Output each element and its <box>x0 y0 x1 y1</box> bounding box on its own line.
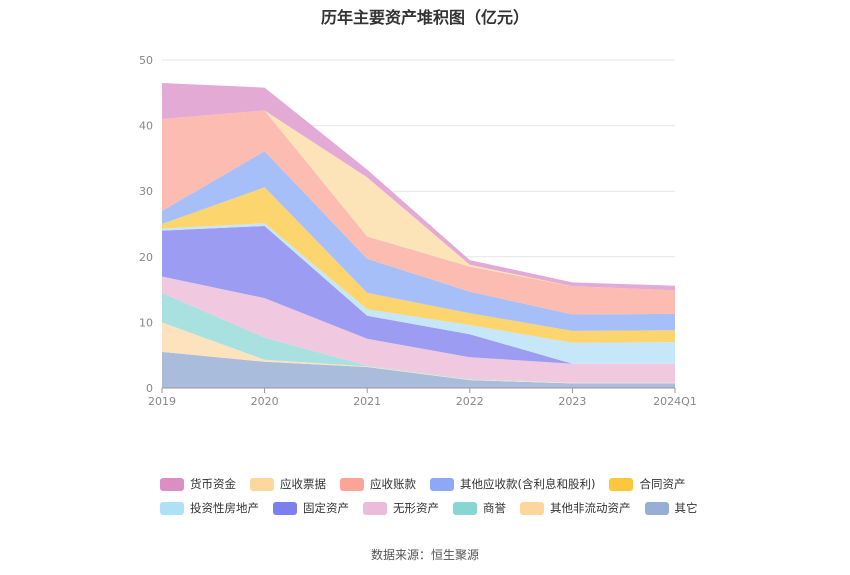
legend-item[interactable]: 其他非流动资产 <box>520 500 631 516</box>
legend-swatch <box>160 477 184 491</box>
x-tick-label: 2021 <box>353 395 381 408</box>
legend-label: 其他非流动资产 <box>550 501 631 515</box>
legend-label: 商誉 <box>483 501 506 515</box>
legend-label: 固定资产 <box>303 501 349 515</box>
legend-swatch <box>340 477 364 491</box>
chart-legend: 货币资金 应收票据 应收账款 其他应收款(含利息和股利) 合同资产 投资性房地产 固定资产… <box>160 472 720 520</box>
legend-item[interactable]: 其他应收款(含利息和股利) <box>430 476 595 492</box>
legend-swatch <box>363 501 387 515</box>
legend-row: 投资性房地产 固定资产 无形资产 商誉 其他非流动资产 其它 <box>160 496 720 520</box>
legend-swatch <box>453 501 477 515</box>
stacked-area-chart: 0 10 20 30 40 50 2019 2020 2021 2022 2023 2024Q1 <box>139 54 697 408</box>
legend-swatch <box>430 477 454 491</box>
legend-label: 货币资金 <box>190 477 236 491</box>
legend-label: 其他应收款(含利息和股利) <box>460 477 596 491</box>
legend-item[interactable]: 合同资产 <box>609 476 685 492</box>
data-source: 数据来源：恒生聚源 <box>370 548 479 562</box>
legend-item[interactable]: 投资性房地产 <box>160 500 259 516</box>
legend-swatch <box>273 501 297 515</box>
y-tick-label: 20 <box>139 251 153 264</box>
area-series-3 <box>162 276 675 383</box>
legend-item[interactable]: 无形资产 <box>363 500 439 516</box>
legend-item[interactable]: 应收票据 <box>250 476 326 492</box>
legend-row: 货币资金 应收票据 应收账款 其他应收款(含利息和股利) 合同资产 <box>160 472 720 496</box>
legend-item[interactable]: 固定资产 <box>273 500 349 516</box>
legend-item[interactable]: 其它 <box>644 500 698 516</box>
area-series-2 <box>162 292 675 383</box>
area-series-5 <box>162 223 675 364</box>
legend-label: 其它 <box>674 501 698 515</box>
y-tick-label: 0 <box>146 382 153 395</box>
area-series-7 <box>162 151 675 331</box>
legend-item[interactable]: 货币资金 <box>160 476 236 492</box>
x-tick-label: 2019 <box>148 395 176 408</box>
legend-label: 无形资产 <box>393 501 439 515</box>
legend-label: 合同资产 <box>639 477 686 491</box>
area-series <box>162 83 675 388</box>
legend-swatch <box>644 501 669 515</box>
legend-item[interactable]: 商誉 <box>453 500 506 516</box>
legend-swatch <box>160 501 184 515</box>
area-series-4 <box>162 226 675 364</box>
chart-title: 历年主要资产堆积图（亿元） <box>320 8 529 27</box>
area-series-8 <box>162 110 675 315</box>
legend-label: 应收账款 <box>370 477 416 491</box>
y-tick-label: 40 <box>139 120 153 133</box>
y-tick-label: 50 <box>139 54 153 67</box>
x-tick-label: 2020 <box>251 395 279 408</box>
x-tick-label: 2022 <box>456 395 484 408</box>
legend-swatch <box>250 477 274 491</box>
x-tick-label: 2024Q1 <box>653 395 697 408</box>
legend-label: 应收票据 <box>280 477 326 491</box>
axes: 0 10 20 30 40 50 2019 2020 2021 2022 2023 2024Q1 <box>139 54 697 408</box>
legend-label: 投资性房地产 <box>190 501 259 515</box>
legend-swatch <box>609 477 634 491</box>
x-tick-label: 2023 <box>558 395 586 408</box>
legend-item[interactable]: 应收账款 <box>340 476 416 492</box>
legend-swatch <box>520 501 544 515</box>
area-series-10 <box>162 83 675 291</box>
area-series-6 <box>162 187 675 343</box>
area-series-0 <box>162 351 675 388</box>
y-tick-label: 10 <box>139 316 153 329</box>
y-tick-label: 30 <box>139 185 153 198</box>
